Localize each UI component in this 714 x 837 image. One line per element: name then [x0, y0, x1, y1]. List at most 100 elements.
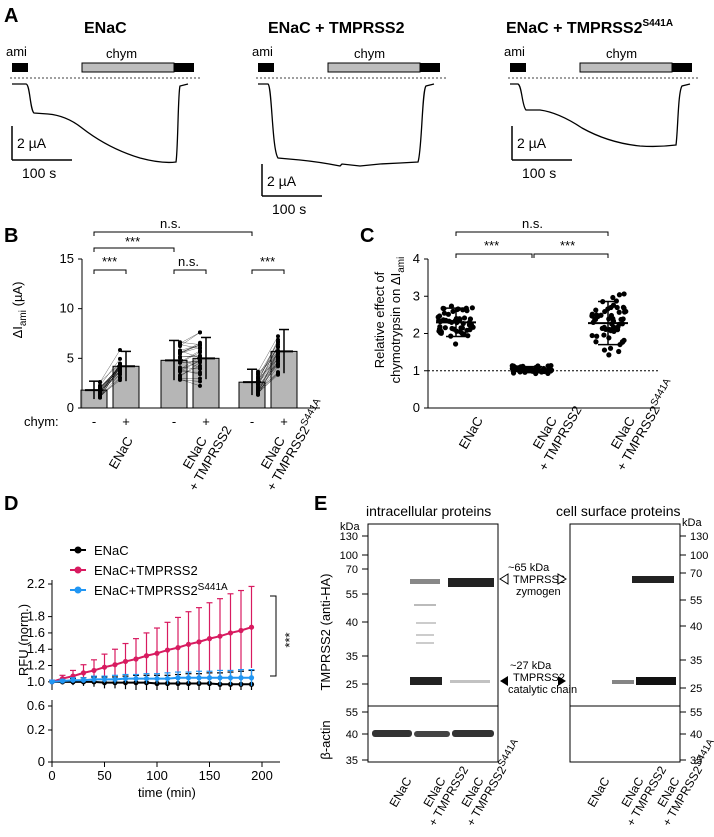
sig-top: n.s.: [160, 216, 181, 231]
y-tick-label: 1: [413, 363, 420, 378]
data-point: [198, 376, 202, 381]
legend-marker: [74, 566, 82, 574]
marker-label: 55: [690, 707, 702, 719]
panel-a: ENaC ami chym 2 µA 100 s ENaC + TMPRSS2 …: [6, 18, 698, 217]
x-tick-label: 200: [251, 768, 273, 783]
data-point: [469, 305, 475, 311]
band-zymogen-lane3: [448, 578, 494, 587]
data-point: [608, 328, 614, 334]
pair-line: [99, 370, 121, 391]
scale-time-label: 100 s: [522, 165, 556, 181]
data-point: [178, 342, 182, 347]
zymogen-arrow-left: [499, 573, 509, 585]
data-point: [606, 352, 612, 358]
zymogen-arrow-right: [557, 573, 567, 585]
legend-label: ENaC+TMPRSS2S441A: [94, 582, 228, 598]
sig-ab: ***: [125, 234, 140, 249]
data-point: [101, 664, 108, 670]
pair-line: [179, 371, 201, 373]
chym-row-label: chym:: [24, 414, 59, 429]
data-point: [276, 358, 280, 363]
legend-item-enac: ENaC: [70, 543, 129, 558]
data-point: [621, 291, 627, 297]
chym-ami-bar: [420, 63, 440, 72]
data-point: [616, 292, 623, 298]
legend-item-enac-tmprss2: ENaC+TMPRSS2: [70, 563, 198, 578]
data-point: [122, 680, 129, 686]
y-axis-label: ΔIami (µA): [10, 282, 29, 339]
pair-line: [257, 360, 279, 395]
data-point: [154, 675, 160, 682]
panel-label-b: B: [4, 225, 18, 247]
data-point: [185, 641, 192, 647]
pair-line: [99, 349, 121, 383]
catalytic-arrow-right: [558, 676, 566, 686]
left-blot-title: intracellular proteins: [366, 503, 491, 519]
data-point: [98, 394, 102, 399]
right-blot-title: cell surface proteins: [556, 503, 681, 519]
trace-enac: ENaC ami chym 2 µA 100 s: [6, 20, 200, 181]
data-point: [70, 677, 76, 683]
pair-line: [179, 344, 201, 353]
kda-left: kDa: [340, 521, 360, 533]
data-point: [198, 379, 202, 384]
chym-bar: [579, 62, 673, 73]
pair-line: [99, 366, 121, 389]
panel-label-d: D: [4, 493, 18, 515]
y-tick-label: 15: [60, 251, 74, 266]
data-point: [441, 310, 447, 316]
sig-left: ***: [484, 238, 499, 253]
y-tick-label: 1.8: [27, 609, 45, 624]
data-point: [594, 312, 600, 318]
sig-bracket-top: [93, 231, 253, 236]
group-label-enac: ENaC: [456, 414, 486, 452]
ami-bar: [12, 63, 28, 72]
data-point: [619, 339, 626, 345]
data-point: [118, 356, 122, 361]
panel-c: Relative effect of chymotrypsin on ΔIami…: [372, 216, 673, 473]
data-point: [592, 316, 599, 322]
band-faint: [416, 622, 436, 624]
data-point: [610, 324, 617, 330]
data-point: [464, 327, 470, 333]
sig-g1: ***: [102, 254, 117, 269]
catalytic-note-line2: TMPRSS2: [513, 672, 565, 684]
data-point: [178, 373, 182, 378]
legend-marker: [74, 546, 82, 554]
data-point: [256, 369, 260, 374]
chym-bar: [81, 62, 175, 73]
ami-label: ami: [504, 44, 525, 59]
band-catalytic-lane3: [450, 680, 490, 683]
data-point: [440, 305, 446, 311]
band-zymogen-lane2: [410, 579, 440, 584]
data-point: [217, 633, 223, 639]
data-point: [154, 650, 160, 656]
pair-line: [257, 350, 279, 393]
band-catalytic-lane2: [612, 680, 634, 684]
band-zymogen-lane3: [632, 576, 674, 583]
trace-enac-tmprss2: ENaC + TMPRSS2 ami chym 2 µA 100 s: [252, 20, 446, 217]
pair-line: [99, 373, 121, 398]
data-point: [456, 316, 463, 322]
data-point: [589, 313, 595, 319]
data-point: [91, 676, 97, 683]
pair-line: [257, 356, 279, 384]
data-point: [620, 304, 627, 310]
marker-label: 40: [690, 729, 702, 741]
data-point: [112, 676, 118, 683]
data-point: [122, 675, 129, 682]
marker-label: 130: [340, 531, 358, 543]
chym-sign: -: [250, 414, 254, 429]
data-point: [133, 680, 139, 686]
band-catalytic-lane2: [410, 677, 442, 685]
chym-ami-bar: [174, 63, 194, 72]
kda-right: kDa: [682, 517, 702, 529]
data-point: [118, 375, 122, 380]
sig-bracket-g1: [93, 269, 127, 274]
panel-label-a: A: [4, 5, 18, 27]
data-point: [206, 675, 213, 681]
marker-label: 70: [346, 564, 358, 576]
data-point: [276, 345, 280, 350]
chym-signs: - + - + - +: [92, 414, 288, 429]
